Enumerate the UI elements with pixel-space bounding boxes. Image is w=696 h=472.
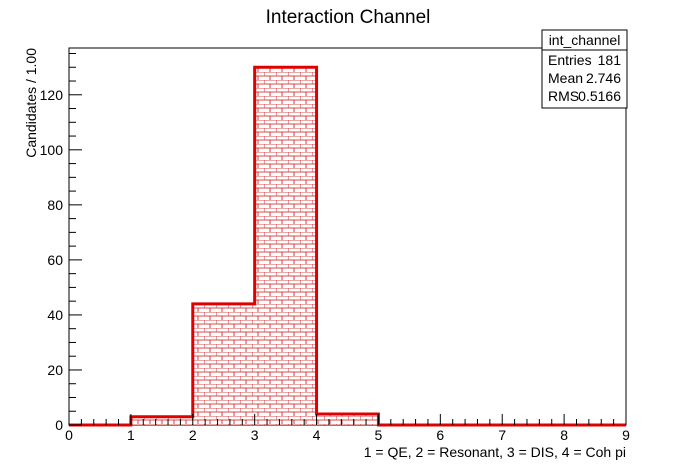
y-axis-ticks [69,53,82,426]
stats-rms-value: 0.5166 [578,88,621,104]
x-tick-label: 3 [251,427,259,443]
stats-mean-label: Mean [548,70,583,86]
x-tick-label: 2 [189,427,197,443]
x-axis-title: 1 = QE, 2 = Resonant, 3 = DIS, 4 = Coh p… [364,444,626,460]
histogram-bar [316,413,379,425]
x-tick-label: 5 [375,427,383,443]
x-tick-label: 8 [560,427,568,443]
histogram-bar [192,303,255,425]
histogram-outline [69,65,626,427]
x-tick-label: 0 [65,427,73,443]
x-tick-label: 4 [313,427,321,443]
y-tick-label: 120 [40,87,64,103]
y-tick-label: 40 [47,307,63,323]
stats-box-name: int_channel [549,32,621,48]
y-tick-label: 0 [55,417,63,433]
stats-mean-value: 2.746 [586,70,621,86]
y-axis-title: Candidates / 1.00 [23,48,39,158]
chart-title: Interaction Channel [266,7,431,28]
histogram-bar [254,67,317,426]
stats-entries-label: Entries [548,52,592,68]
x-tick-label: 1 [127,427,135,443]
x-tick-label: 6 [436,427,444,443]
x-tick-label: 9 [622,427,630,443]
y-tick-label: 100 [40,142,64,158]
stats-box: int_channel Entries 181 Mean 2.746 RMS 0… [541,29,628,109]
x-tick-label: 7 [498,427,506,443]
histogram-bar [130,416,193,425]
y-tick-label: 60 [47,252,63,268]
y-tick-label: 80 [47,197,63,213]
stats-rms-label: RMS [548,88,579,104]
y-axis-tick-labels: 0 20 40 60 80 100 120 [40,87,64,433]
stats-entries-value: 181 [598,52,622,68]
x-axis-tick-labels: 0 1 2 3 4 5 6 7 8 9 [65,427,630,443]
y-tick-label: 20 [47,362,63,378]
x-axis-ticks [68,414,627,425]
plot-frame [68,47,627,426]
histogram-bars [130,67,379,426]
